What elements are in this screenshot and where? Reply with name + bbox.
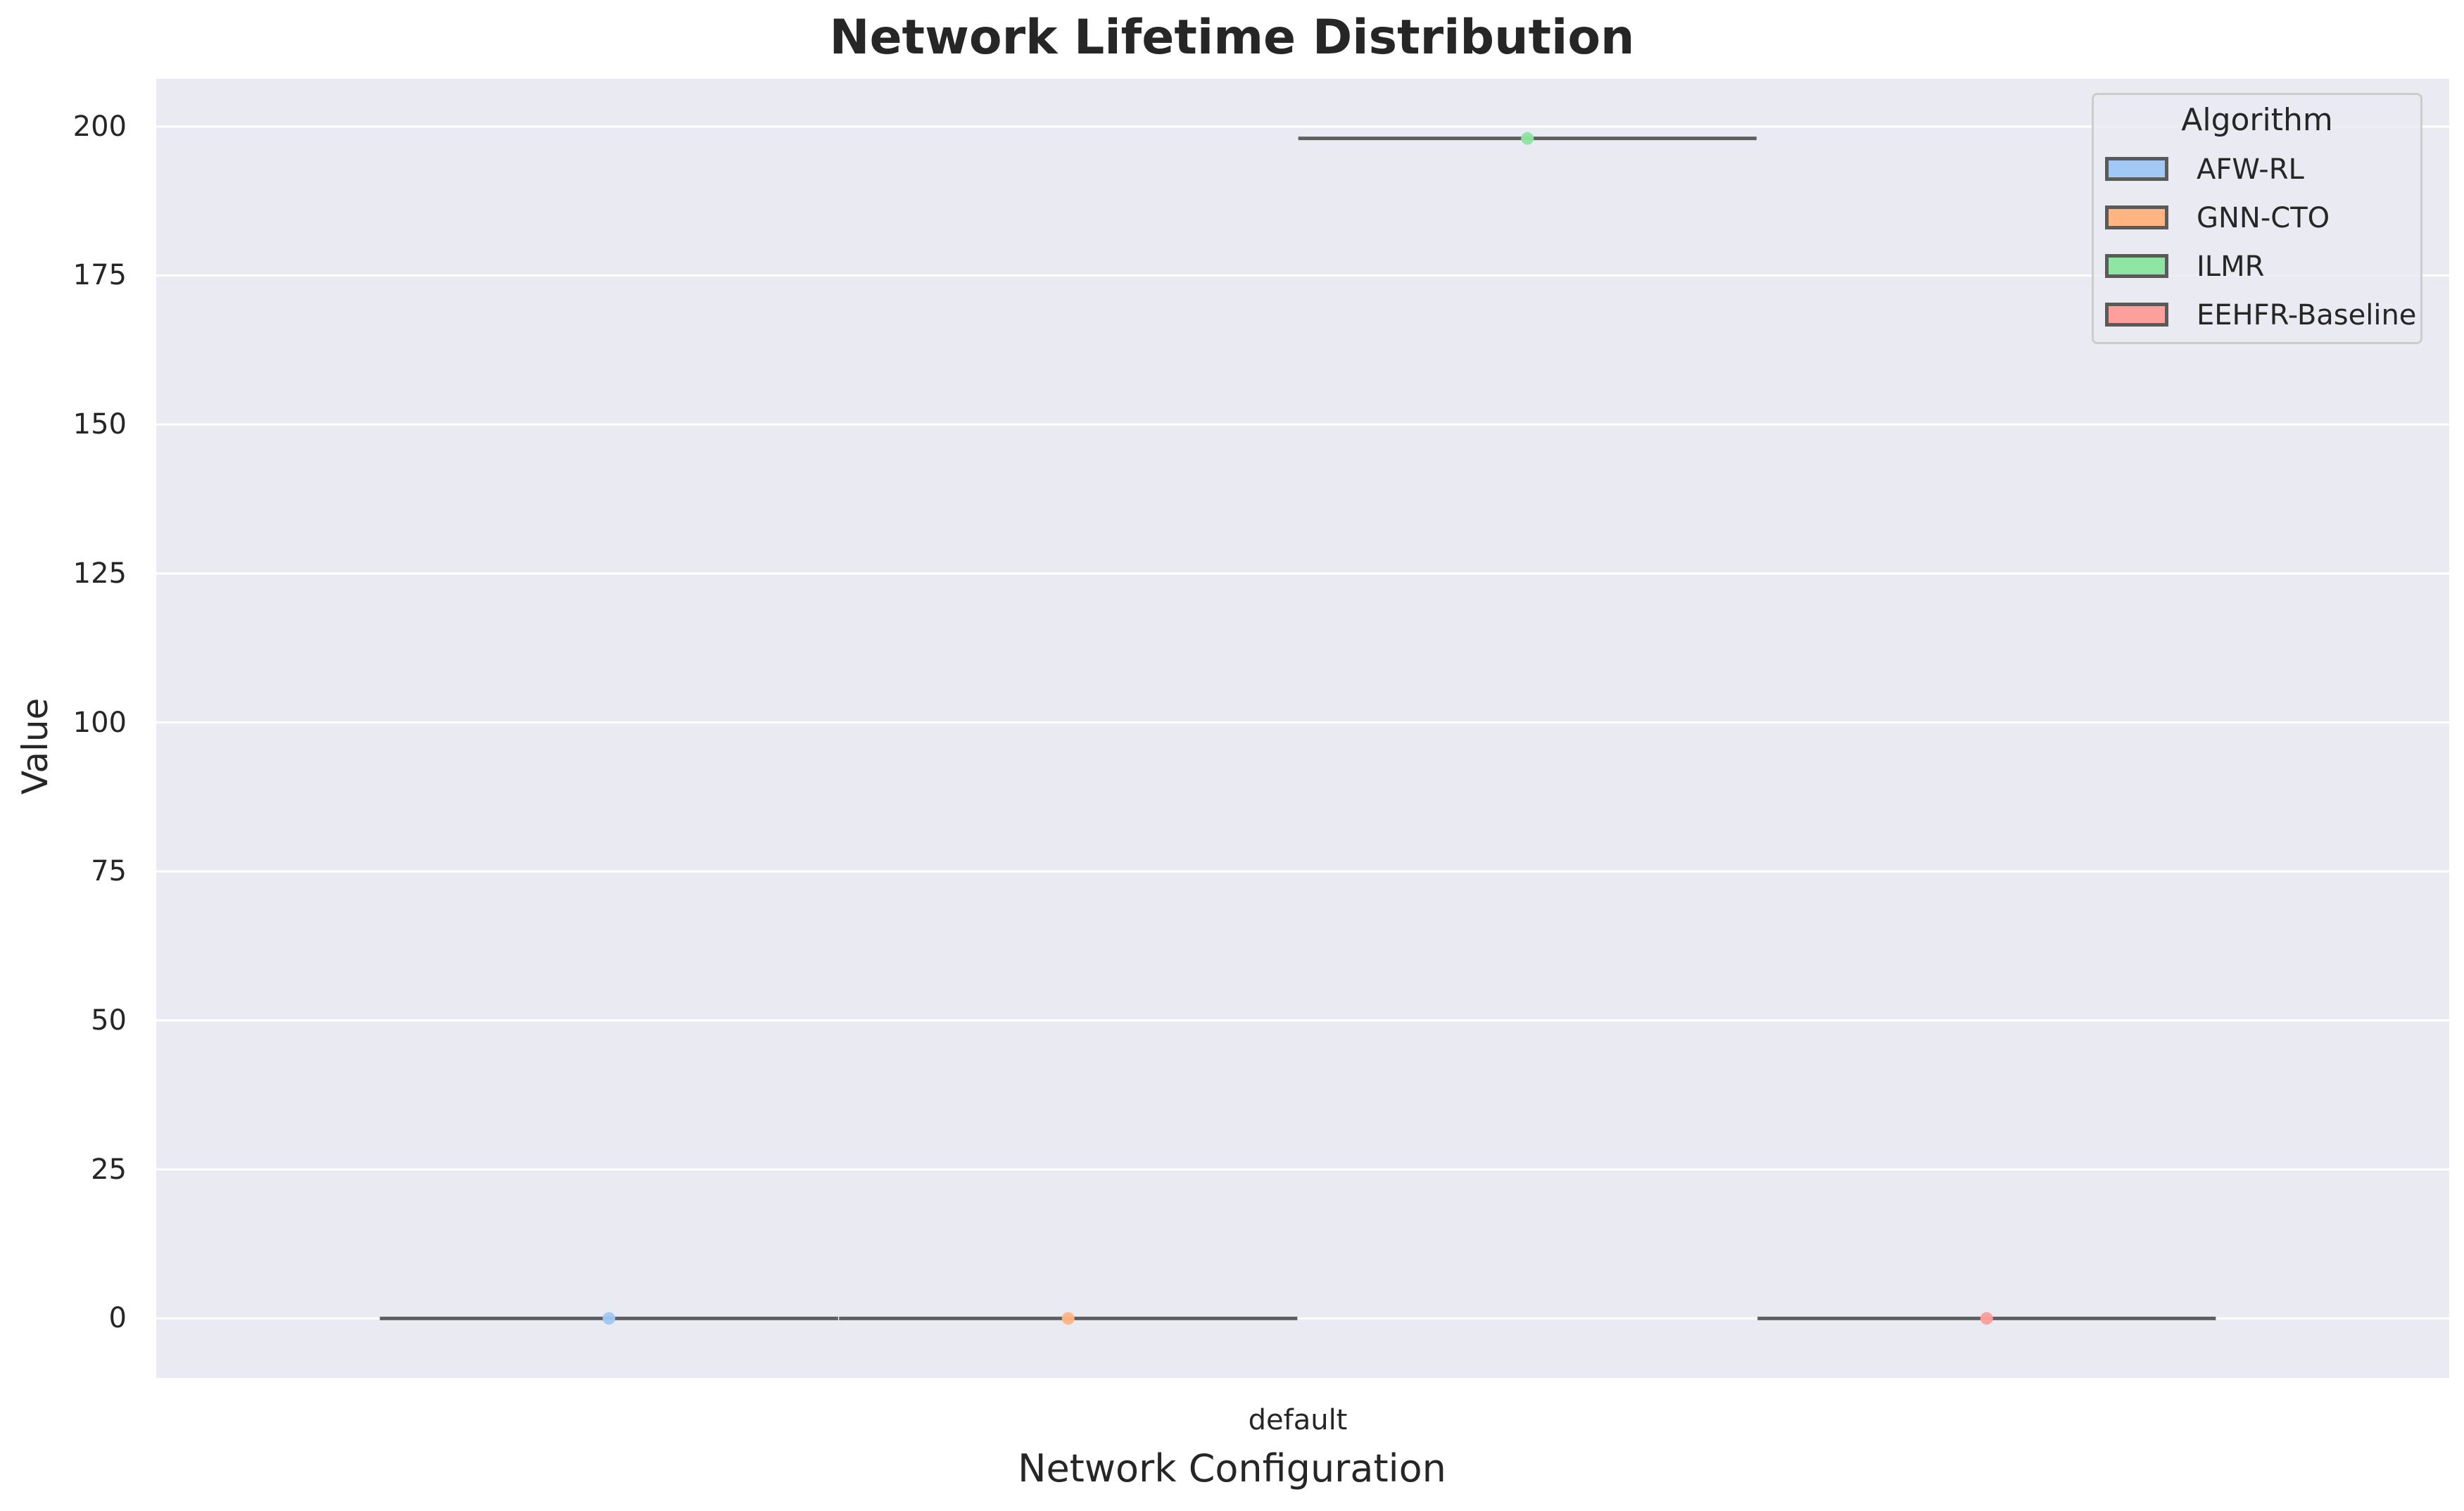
- legend-swatch: [2105, 254, 2168, 278]
- data-point: [1521, 132, 1534, 145]
- y-tick-label: 125: [72, 557, 127, 590]
- legend-swatch: [2105, 206, 2168, 229]
- y-tick-label: 50: [91, 1004, 127, 1037]
- y-axis-label: Value: [15, 697, 56, 795]
- y-tick-label: 200: [72, 110, 127, 143]
- x-axis-label: Network Configuration: [1018, 1446, 1446, 1491]
- legend-label: AFW-RL: [2197, 153, 2304, 186]
- data-point: [1980, 1312, 1993, 1325]
- y-tick-label: 100: [72, 706, 127, 739]
- legend-title: Algorithm: [2181, 102, 2333, 138]
- y-tick-label: 0: [108, 1302, 127, 1335]
- legend-item-gnn-cto: GNN-CTO: [2094, 194, 2420, 243]
- y-tick-label: 75: [91, 855, 127, 888]
- y-tick-label: 150: [72, 408, 127, 441]
- legend-item-afw-rl: AFW-RL: [2094, 146, 2420, 194]
- data-point: [602, 1312, 616, 1325]
- legend: Algorithm AFW-RL GNN-CTO ILMR EEHFR-Base…: [2092, 93, 2422, 344]
- legend-swatch: [2105, 157, 2168, 181]
- legend-swatch: [2105, 303, 2168, 327]
- x-tick-label: default: [1248, 1404, 1348, 1436]
- chart-title: Network Lifetime Distribution: [829, 10, 1635, 65]
- plot-background: [156, 79, 2449, 1378]
- legend-label: ILMR: [2197, 251, 2265, 283]
- legend-label: EEHFR-Baseline: [2197, 299, 2417, 331]
- legend-label: GNN-CTO: [2197, 202, 2330, 234]
- y-tick-label: 25: [91, 1153, 127, 1186]
- legend-item-ilmr: ILMR: [2094, 243, 2420, 291]
- y-tick-label: 175: [72, 259, 127, 292]
- data-point: [1061, 1312, 1075, 1325]
- legend-item-eehfr-baseline: EEHFR-Baseline: [2094, 291, 2420, 340]
